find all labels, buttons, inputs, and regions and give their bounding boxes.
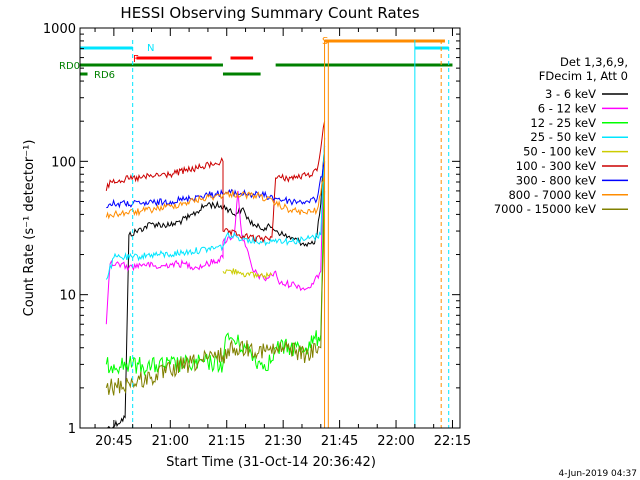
plot-frame bbox=[79, 27, 461, 429]
chart-title: HESSI Observing Summary Count Rates bbox=[120, 4, 419, 22]
x-tick-label-22-00: 22:00 bbox=[377, 434, 414, 449]
legend-label-6-12-kev: 6 - 12 keV bbox=[538, 101, 596, 115]
series-300-800-kev bbox=[106, 161, 326, 209]
legend-label-25-50-kev: 25 - 50 keV bbox=[530, 130, 596, 144]
series-7000-15000-kev bbox=[105, 190, 326, 396]
x-tick-label-21-00: 21:00 bbox=[152, 434, 189, 449]
y-axis-label: Count Rate (s⁻¹ detector⁻¹) bbox=[22, 140, 37, 317]
series-6-12-kev bbox=[105, 137, 326, 325]
flag-label-f: F bbox=[133, 54, 139, 65]
legend-label-12-25-kev: 12 - 25 keV bbox=[530, 116, 596, 130]
x-tick-label-21-30: 21:30 bbox=[264, 434, 301, 449]
series-3-6-kev bbox=[106, 146, 326, 429]
legend-label-800-7000-kev: 800 - 7000 keV bbox=[508, 188, 596, 202]
series-800-7000-kev bbox=[105, 174, 326, 220]
series-50-100-kev bbox=[222, 268, 273, 280]
legend: Det 1,3,6,9, FDecim 1, Att 0 3 - 6 keV6 … bbox=[494, 55, 628, 216]
series-100-300-kev bbox=[105, 121, 326, 244]
y-tick-label-1: 1 bbox=[68, 422, 76, 437]
x-axis-label: Start Time (31-Oct-14 20:36:42) bbox=[166, 455, 376, 470]
legend-label-7000-15000-kev: 7000 - 15000 keV bbox=[494, 202, 596, 216]
y-tick-label-100: 100 bbox=[51, 155, 76, 170]
timestamp: 4-Jun-2019 04:37 bbox=[559, 469, 638, 479]
x-tick-label-21-15: 21:15 bbox=[208, 434, 245, 449]
flag-label-s: S bbox=[322, 36, 328, 47]
flag-layer bbox=[80, 39, 453, 76]
y-tick-label-10: 10 bbox=[59, 289, 76, 304]
series-25-50-kev bbox=[105, 137, 326, 280]
x-tick-label-21-45: 21:45 bbox=[321, 434, 358, 449]
legend-title-line-1: Det 1,3,6,9, bbox=[560, 55, 628, 69]
legend-label-50-100-kev: 50 - 100 keV bbox=[523, 145, 596, 159]
legend-label-100-300-kev: 100 - 300 keV bbox=[516, 159, 596, 173]
flag-label-rd6: RD6 bbox=[94, 70, 115, 81]
data-layer bbox=[105, 121, 326, 429]
flag-label-rd0: RD0 bbox=[59, 61, 80, 72]
x-tick-label-20-45: 20:45 bbox=[95, 434, 132, 449]
axis-layer: 1 10 100 1000 20:45 21:00 21:15 21:30 21:45 22:00… bbox=[43, 22, 471, 449]
x-tick-label-22-15: 22:15 bbox=[434, 434, 471, 449]
legend-label-3-6-kev: 3 - 6 keV bbox=[545, 87, 596, 101]
flag-label-n: N bbox=[147, 43, 154, 54]
legend-label-300-800-kev: 300 - 800 keV bbox=[516, 173, 596, 187]
y-tick-label-1000: 1000 bbox=[43, 22, 76, 37]
legend-title-line-2: FDecim 1, Att 0 bbox=[539, 69, 628, 83]
